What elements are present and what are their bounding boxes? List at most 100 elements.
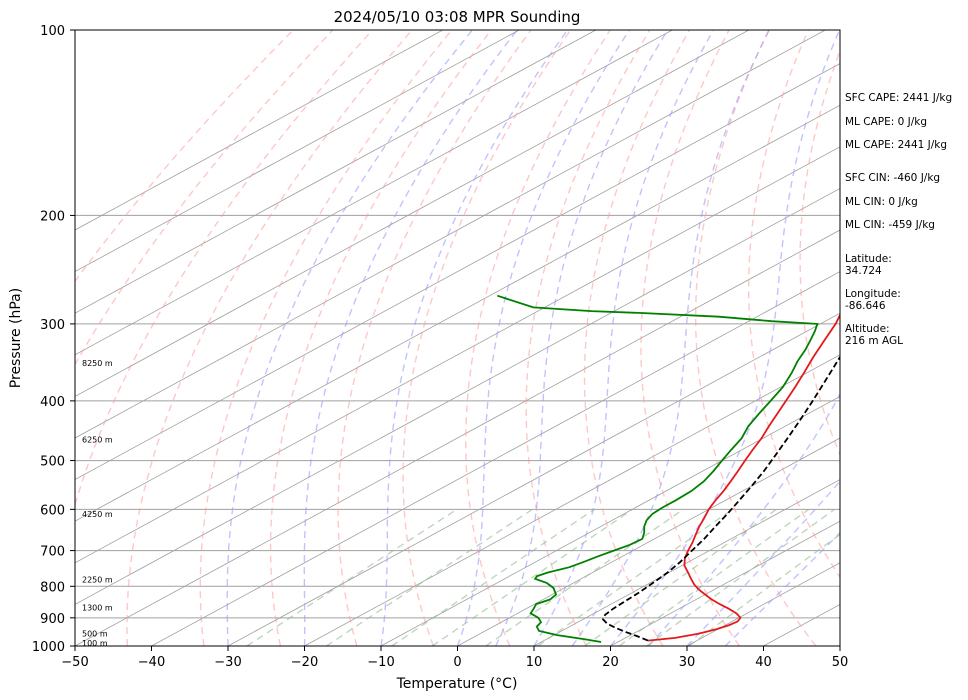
dry-adiabat (640, 30, 740, 646)
y-tick-label: 100 (40, 24, 65, 39)
x-tick-label: −30 (214, 655, 241, 670)
height-label: 500 m (82, 630, 108, 639)
moist-adiabat (686, 480, 840, 646)
x-tick-label: −10 (367, 655, 394, 670)
moist-adiabat (571, 30, 770, 646)
isotherm (75, 104, 840, 522)
moist-adiabat (226, 30, 473, 646)
ml-cape-1: ML CAPE: 0 J/kg (845, 116, 928, 128)
ml-cin-1: ML CIN: 0 J/kg (845, 196, 918, 208)
height-label: 2250 m (82, 576, 113, 585)
height-label: 1300 m (82, 604, 113, 613)
x-tick-label: 10 (526, 655, 543, 670)
y-tick-label: 700 (40, 545, 65, 560)
y-tick-label: 500 (40, 455, 65, 470)
ml-cape-2: ML CAPE: 2441 J/kg (845, 139, 948, 151)
mixing-ratio-line (432, 508, 634, 646)
isotherm (75, 229, 840, 646)
isotherm (151, 271, 840, 646)
isotherm (304, 354, 840, 646)
dry-adiabat (337, 30, 532, 646)
height-label: 4250 m (82, 510, 113, 519)
dry-adiabat (75, 30, 373, 508)
y-axis: 100 200 300 400 500 600 700 800 900 1000 (32, 24, 75, 655)
y-tick-label: 300 (40, 318, 65, 333)
isotherm (75, 146, 840, 564)
latitude: Latitude: 34.724 (845, 253, 892, 277)
chart-title: 2024/05/10 03:08 MPR Sounding (334, 8, 581, 26)
data-lines (497, 294, 840, 643)
ml-cin-2: ML CIN: -459 J/kg (845, 219, 935, 231)
y-axis-label: Pressure (hPa) (8, 288, 24, 388)
y-tick-label: 200 (40, 209, 65, 224)
moist-adiabat (533, 30, 715, 646)
isotherm (75, 30, 826, 439)
dry-adiabat (946, 30, 968, 646)
y-tick-label: 600 (40, 503, 65, 518)
temperature-profile (647, 313, 840, 642)
mixing-ratio-line (326, 508, 533, 646)
x-axis: −50 −40 −30 −20 −10 0 10 20 30 40 50 (61, 646, 848, 670)
isotherm (75, 63, 840, 481)
height-label: 8250 m (82, 359, 113, 368)
x-tick-label: 0 (453, 655, 461, 670)
mixing-ratio-line (584, 508, 777, 646)
mixing-ratio-line (246, 508, 458, 646)
x-axis-label: Temperature (°C) (396, 676, 518, 692)
plot-frame (74, 29, 841, 647)
height-label: 100 m (82, 639, 108, 648)
dry-adiabat (126, 30, 413, 646)
mixing-ratio-line (537, 508, 733, 646)
moist-adiabat (724, 531, 840, 646)
y-tick-label: 800 (40, 580, 65, 595)
dry-adiabat (465, 30, 611, 646)
moist-adiabat (648, 392, 840, 646)
isotherm (75, 30, 673, 356)
y-tick-label: 400 (40, 395, 65, 410)
height-label: 6250 m (82, 435, 113, 444)
sfc-cin: SFC CIN: -460 J/kg (845, 172, 941, 184)
parcel-profile (601, 355, 840, 642)
x-tick-label: 30 (679, 655, 696, 670)
mixing-ratio-line (688, 533, 840, 646)
x-tick-label: 40 (755, 655, 772, 670)
dry-adiabat (269, 30, 492, 646)
isotherm (610, 520, 840, 646)
dry-adiabat (402, 30, 572, 646)
mixing-ratio-line (485, 508, 684, 646)
isotherm (380, 395, 840, 646)
moist-adiabat (609, 30, 840, 646)
isotherm (75, 187, 840, 605)
y-tick-label: 1000 (32, 640, 65, 655)
isotherm (227, 312, 840, 646)
dry-adiabat (583, 30, 691, 646)
longitude: Longitude: -86.646 (845, 288, 901, 312)
background-lines (75, 30, 968, 646)
x-tick-label: 20 (602, 655, 619, 670)
mixing-ratio-line (646, 508, 836, 646)
isotherm (457, 437, 840, 646)
moist-adiabat (380, 30, 569, 646)
moist-adiabat (456, 30, 630, 646)
dry-adiabat (199, 30, 453, 646)
isotherm (75, 30, 520, 273)
isotherm (533, 479, 840, 646)
sfc-cape: SFC CAPE: 2441 J/kg (845, 92, 953, 104)
isotherm (75, 30, 749, 397)
x-tick-label: 50 (832, 655, 849, 670)
x-tick-label: −50 (61, 655, 88, 670)
dewpoint-profile (497, 294, 819, 643)
x-tick-label: −40 (138, 655, 165, 670)
dry-adiabat (525, 30, 651, 646)
x-tick-label: −20 (291, 655, 318, 670)
isotherm (75, 30, 443, 231)
mixing-ratio-line (391, 508, 595, 646)
y-tick-label: 900 (40, 612, 65, 627)
moist-adiabat (303, 30, 518, 646)
altitude: Altitude: 216 m AGL (845, 323, 903, 347)
isotherm (75, 30, 596, 314)
mixing-ratio-line (618, 508, 810, 646)
dry-adiabat (695, 30, 817, 646)
